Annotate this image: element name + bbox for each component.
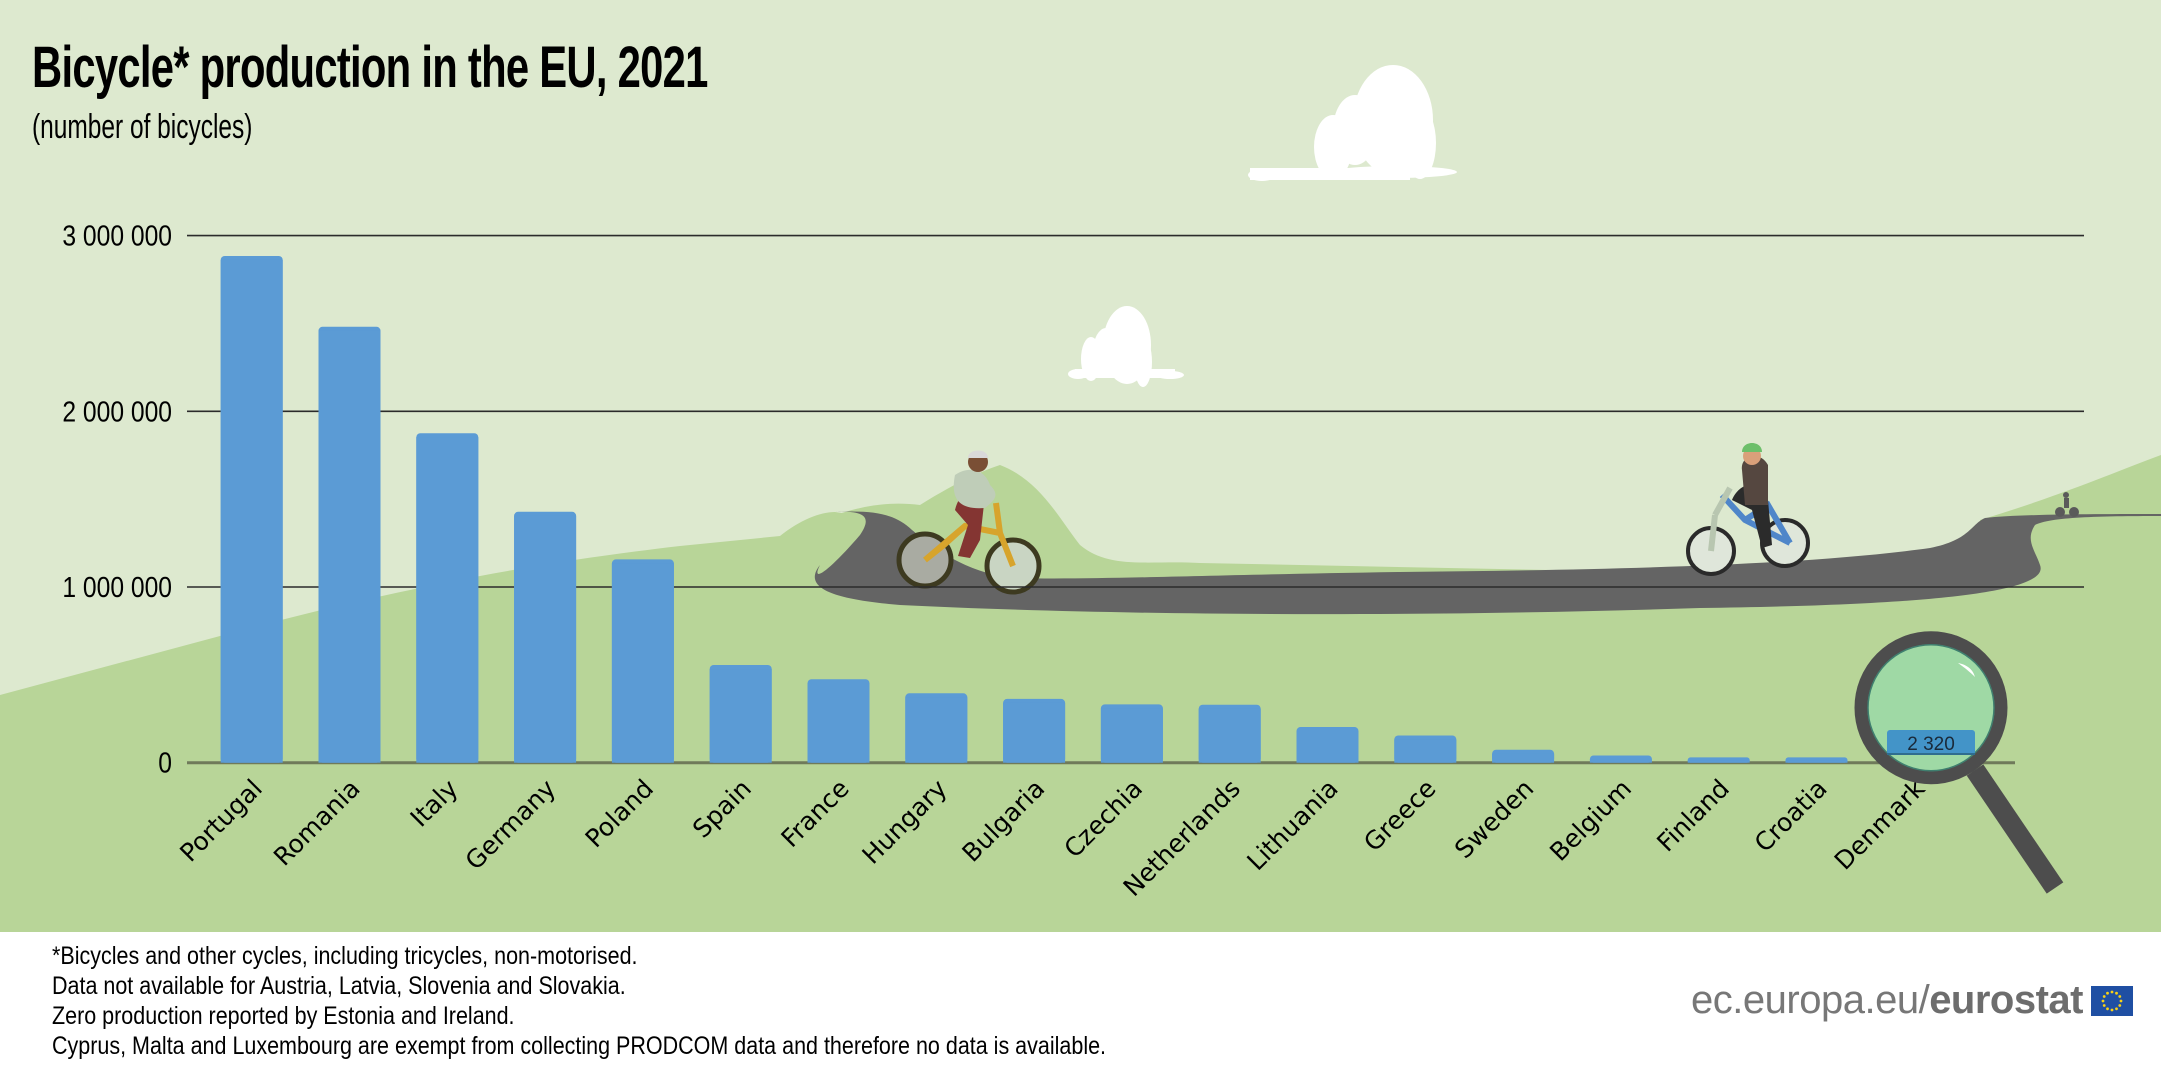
flag-star	[2118, 1003, 2122, 1007]
footnote: *Bicycles and other cycles, including tr…	[52, 942, 638, 970]
chart-scene: 0 1 000 000 2 000 000 3 000 000 Portugal Rom…	[0, 0, 2161, 932]
distant-cyclist-icon	[2055, 492, 2079, 517]
x-tick-label: Bulgaria	[957, 774, 1051, 868]
bar-body	[1589, 759, 1652, 763]
background-illustration	[0, 65, 2161, 932]
magnifier-annotation: 2 320	[1854, 631, 2064, 894]
y-tick-label: 0	[158, 747, 172, 779]
bar-body	[1785, 760, 1848, 763]
flag-star	[2115, 1006, 2118, 1010]
x-tick-label: Finland	[1651, 774, 1735, 858]
bar-body	[611, 563, 674, 763]
bar-body	[1687, 760, 1750, 763]
bar-body	[1003, 702, 1066, 763]
page-title: Bicycle* production in the EU, 2021	[32, 35, 708, 100]
cloud-large	[1248, 65, 1457, 181]
magnifier-lens	[1854, 631, 2008, 785]
x-tick-label: Czechia	[1058, 774, 1148, 864]
brand-name: eurostat	[1929, 978, 2083, 1022]
footnote: Zero production reported by Estonia and …	[52, 1002, 515, 1030]
x-tick-label: Belgium	[1544, 774, 1637, 867]
bar-body	[220, 259, 283, 763]
x-tick-label: Portugal	[174, 774, 268, 868]
lens-rim	[1867, 643, 1995, 772]
bar-body	[1100, 708, 1163, 763]
flag-star	[2106, 1006, 2109, 1010]
x-tick-label: Croatia	[1749, 774, 1833, 858]
bar-body	[1492, 753, 1555, 763]
footnote: Cyprus, Malta and Luxembourg are exempt …	[52, 1032, 1107, 1060]
brand-url-prefix: ec.europa.eu/	[1691, 978, 1930, 1022]
bar-body	[514, 515, 577, 763]
x-tick-label: France	[775, 774, 854, 853]
bar-body	[416, 437, 479, 763]
bar-chart: 0 1 000 000 2 000 000 3 000 000 Portugal Rom…	[62, 220, 2084, 902]
flag-star	[2119, 999, 2123, 1002]
x-tick-label: Greece	[1358, 774, 1441, 857]
road	[814, 511, 2161, 615]
footnote: Data not available for Austria, Latvia, …	[52, 972, 626, 1000]
bar-body	[1296, 731, 1359, 763]
x-tick-label: Denmark	[1829, 773, 1931, 875]
y-tick-label: 1 000 000	[62, 571, 172, 603]
footer: *Bicycles and other cycles, including tr…	[0, 932, 2161, 1081]
cyclist-yellow-bike-icon	[896, 450, 1042, 595]
flag-star	[2110, 1008, 2114, 1011]
bar-body	[1394, 739, 1457, 763]
x-tick-label: Lithuania	[1241, 774, 1343, 876]
x-tick-label: Poland	[580, 774, 660, 854]
flag-star	[2102, 1003, 2106, 1007]
flag-star	[2115, 991, 2118, 995]
magnifier-handle	[1966, 764, 2064, 894]
flag-star	[2101, 999, 2105, 1002]
page-subtitle: (number of bicycles)	[32, 108, 253, 146]
flag-star	[2110, 990, 2114, 993]
eu-flag-icon	[2091, 985, 2133, 1016]
y-tick-label: 3 000 000	[62, 220, 172, 252]
x-tick-label: Romania	[268, 774, 366, 872]
cloud-small	[1068, 306, 1184, 387]
x-tick-label: Italy	[405, 774, 464, 833]
x-tick-label: Sweden	[1449, 774, 1539, 864]
x-tick-label: Spain	[687, 774, 757, 844]
cyclist-blue-bike-icon	[1686, 443, 1810, 576]
bar-body	[318, 330, 381, 763]
eurostat-brand[interactable]: ec.europa.eu/eurostat	[1691, 978, 2133, 1023]
flag-star	[2106, 991, 2109, 995]
bar-body	[807, 683, 870, 763]
bar-body	[709, 669, 772, 763]
bar-denmark-magnified	[1887, 730, 1975, 755]
flag-star	[2118, 994, 2122, 998]
flag-star	[2102, 994, 2106, 998]
bar-body	[1198, 708, 1261, 763]
y-tick-label: 2 000 000	[62, 395, 172, 427]
x-tick-label: Germany	[460, 774, 562, 876]
bar-body	[905, 697, 968, 763]
x-tick-label: Hungary	[857, 774, 953, 870]
denmark-value-label: 2 320	[1907, 734, 1955, 755]
